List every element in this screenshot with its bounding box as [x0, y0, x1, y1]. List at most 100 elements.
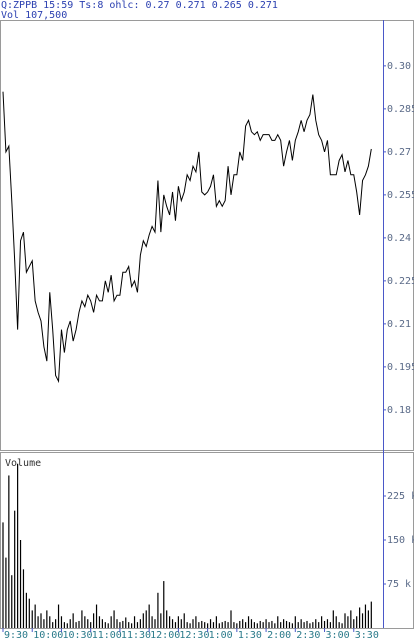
volume-bar — [174, 622, 177, 628]
volume-bar — [335, 616, 337, 628]
volume-bar — [49, 616, 51, 628]
volume-bar — [356, 616, 358, 628]
x-tick-label: 12:30 — [179, 630, 209, 640]
volume-bar — [253, 622, 255, 628]
volume-bar — [28, 598, 30, 628]
volume-bar — [297, 622, 299, 628]
volume-bar — [87, 619, 89, 628]
volume-bar — [256, 623, 258, 628]
volume-bar — [131, 623, 133, 628]
x-tick-label: 3:30 — [355, 630, 379, 640]
x-tick-label: 1:00 — [209, 630, 233, 640]
volume-bar — [329, 622, 331, 628]
y-tick-label: 0.285 — [387, 104, 414, 115]
volume-bar — [40, 613, 42, 628]
volume-bar — [110, 616, 112, 628]
volume-bar — [2, 522, 4, 628]
volume-bar — [306, 620, 308, 628]
volume-bar — [326, 619, 329, 628]
volume-bar — [63, 622, 65, 628]
volume-bar — [139, 619, 141, 628]
volume-bar — [5, 557, 7, 628]
volume-bar — [122, 620, 124, 628]
volume-bar — [84, 616, 86, 628]
volume-summary: Vol 107,500 — [1, 10, 67, 21]
volume-bar — [46, 610, 48, 628]
volume-bar — [171, 619, 174, 628]
volume-bar — [183, 613, 185, 628]
volume-bar — [359, 607, 361, 628]
volume-bar — [101, 619, 103, 628]
x-tick-label: 11:30 — [121, 630, 151, 640]
volume-bar — [8, 475, 10, 628]
volume-bar — [291, 623, 293, 628]
chart-title: Q:ZPPB 15:59 Ts:8 ohlc: 0.27 0.271 0.265… — [1, 0, 278, 11]
volume-bar — [90, 622, 92, 628]
volume-bar — [247, 616, 250, 628]
volume-bar — [145, 610, 147, 628]
volume-bar — [361, 613, 364, 628]
volume-bar — [242, 619, 244, 628]
volume-bar — [75, 622, 77, 628]
volume-bar — [341, 623, 343, 628]
y-tick-label: 75 k — [387, 579, 411, 590]
x-tick-label: 2:30 — [296, 630, 320, 640]
volume-bar — [17, 463, 19, 628]
volume-bar — [236, 623, 238, 628]
x-tick-label: 3:00 — [326, 630, 350, 640]
volume-bar — [239, 620, 241, 628]
volume-bar — [55, 619, 57, 628]
volume-bar — [259, 620, 261, 628]
y-tick-label: 0.21 — [387, 319, 411, 330]
volume-bar — [224, 620, 226, 628]
volume-bar — [22, 569, 25, 628]
volume-bar — [288, 622, 291, 628]
volume-bar — [189, 623, 191, 628]
volume-bar — [277, 616, 279, 628]
y-tick-label: 0.24 — [387, 233, 411, 244]
volume-bar — [166, 610, 168, 628]
y-tick-label: 0.255 — [387, 190, 414, 201]
volume-bar — [309, 623, 311, 628]
x-tick-label: 1:30 — [238, 630, 262, 640]
y-tick-label: 0.18 — [387, 405, 411, 416]
volume-bar — [303, 622, 305, 628]
volume-bar — [353, 619, 355, 628]
volume-bar — [250, 619, 253, 628]
volume-bar — [192, 619, 194, 628]
volume-bar — [338, 622, 340, 628]
volume-bar — [57, 604, 60, 628]
volume-bar — [107, 623, 109, 628]
volume-bar — [332, 610, 334, 628]
y-tick-label: 0.195 — [387, 362, 414, 373]
y-tick-label: 0.225 — [387, 276, 414, 287]
volume-bar — [274, 623, 276, 628]
y-tick-label: 0.27 — [387, 147, 411, 158]
volume-bar — [98, 616, 101, 628]
volume-bar — [104, 622, 106, 628]
volume-bar — [315, 619, 317, 628]
volume-bar — [119, 622, 121, 628]
volume-bar — [370, 601, 372, 628]
volume-bar — [221, 622, 223, 628]
volume-bar — [350, 610, 352, 628]
volume-bar — [14, 510, 16, 628]
volume-bar — [321, 616, 323, 628]
volume-bar — [31, 610, 33, 628]
volume-bar — [60, 616, 63, 628]
volume-bar — [157, 592, 159, 628]
x-tick-label: 9:30 — [4, 630, 28, 640]
volume-bar — [66, 623, 68, 628]
volume-bar — [268, 622, 270, 628]
volume-bar — [180, 619, 182, 628]
volume-bar — [312, 622, 314, 628]
volume-bar — [195, 616, 197, 628]
volume-bar — [113, 610, 115, 628]
volume-bar — [81, 610, 83, 628]
volume-bar — [169, 616, 171, 628]
volume-bar — [163, 581, 165, 628]
volume-bar — [11, 575, 13, 628]
volume-bar — [212, 622, 215, 628]
volume-bar — [294, 616, 296, 628]
